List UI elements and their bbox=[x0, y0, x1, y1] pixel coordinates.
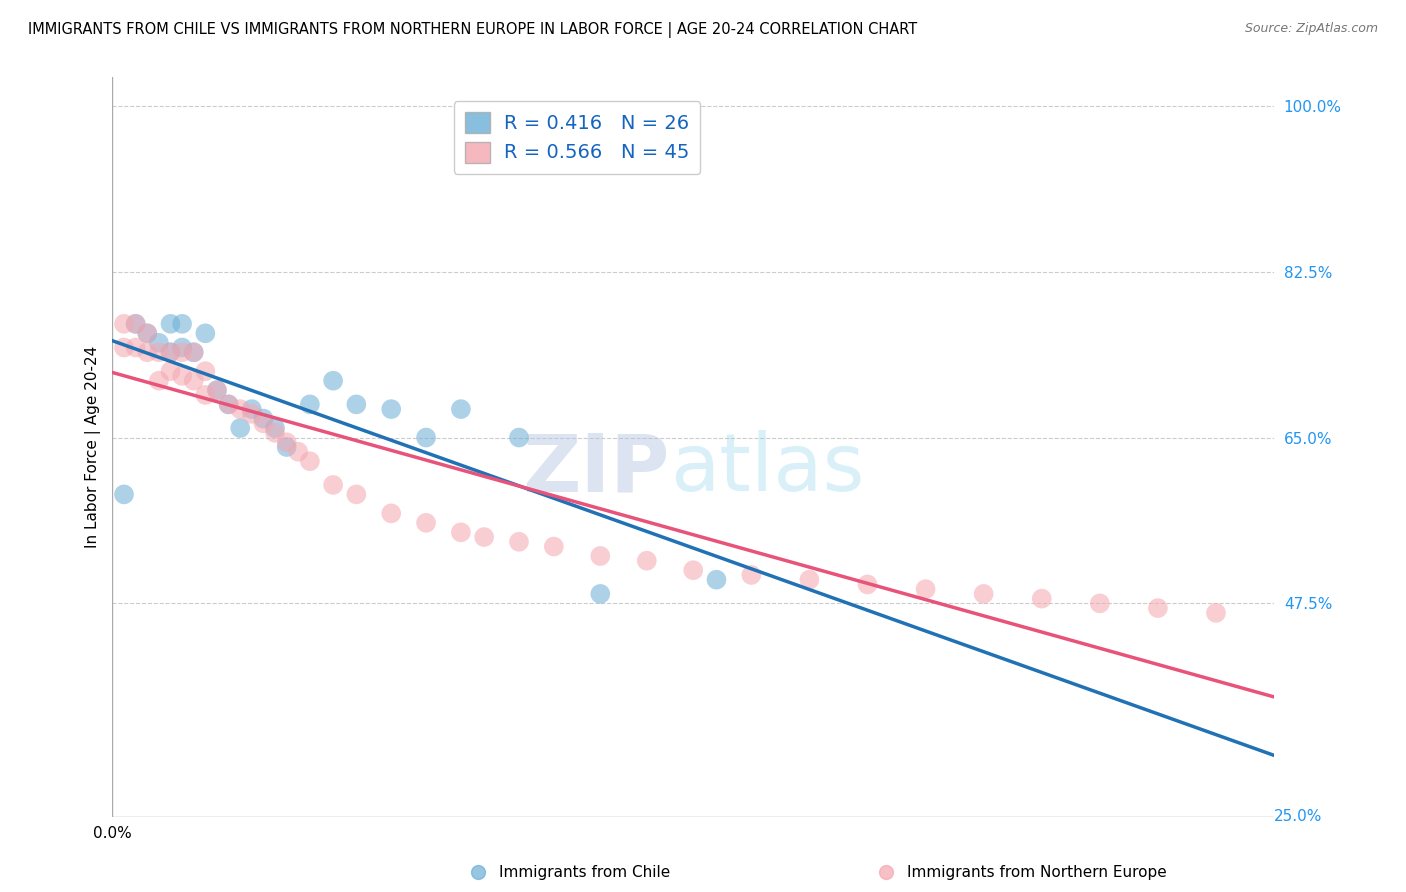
Point bbox=[183, 345, 205, 359]
Point bbox=[229, 421, 252, 435]
Point bbox=[194, 364, 217, 378]
Point bbox=[124, 317, 146, 331]
Point bbox=[508, 431, 530, 445]
Point bbox=[344, 397, 367, 411]
Point bbox=[159, 364, 181, 378]
Point bbox=[172, 317, 194, 331]
Point bbox=[508, 534, 530, 549]
Point bbox=[415, 516, 437, 530]
Point bbox=[112, 487, 135, 501]
Point bbox=[799, 573, 821, 587]
Point bbox=[136, 326, 159, 341]
Point bbox=[183, 345, 205, 359]
Point bbox=[1031, 591, 1053, 606]
Point bbox=[252, 417, 274, 431]
Point bbox=[450, 525, 472, 540]
Text: atlas: atlas bbox=[671, 430, 865, 508]
Point bbox=[380, 507, 402, 521]
Point bbox=[240, 402, 263, 417]
Point bbox=[380, 402, 402, 417]
Point bbox=[1147, 601, 1170, 615]
Point bbox=[1205, 606, 1227, 620]
Point bbox=[682, 563, 704, 577]
Legend: R = 0.416   N = 26, R = 0.566   N = 45: R = 0.416 N = 26, R = 0.566 N = 45 bbox=[454, 102, 700, 174]
Point bbox=[276, 435, 298, 450]
Text: Source: ZipAtlas.com: Source: ZipAtlas.com bbox=[1244, 22, 1378, 36]
Point bbox=[148, 335, 170, 350]
Point bbox=[264, 421, 287, 435]
Point bbox=[856, 577, 879, 591]
Point bbox=[450, 402, 472, 417]
Point bbox=[218, 397, 240, 411]
Point bbox=[112, 341, 135, 355]
Point bbox=[322, 478, 344, 492]
Text: ZIP: ZIP bbox=[523, 430, 671, 508]
Point bbox=[172, 341, 194, 355]
Point bbox=[973, 587, 995, 601]
Point bbox=[298, 454, 321, 468]
Point bbox=[194, 388, 217, 402]
Point bbox=[543, 540, 565, 554]
Point bbox=[240, 407, 263, 421]
Point bbox=[159, 345, 181, 359]
Point bbox=[264, 425, 287, 440]
Point bbox=[914, 582, 936, 596]
Point bbox=[205, 383, 228, 397]
Point bbox=[172, 368, 194, 383]
Point bbox=[322, 374, 344, 388]
Point bbox=[112, 317, 135, 331]
Point bbox=[344, 487, 367, 501]
Point bbox=[589, 587, 612, 601]
Point bbox=[124, 341, 146, 355]
Point bbox=[205, 383, 228, 397]
Point bbox=[415, 431, 437, 445]
Text: Immigrants from Chile: Immigrants from Chile bbox=[499, 865, 671, 880]
Point bbox=[636, 554, 658, 568]
Text: IMMIGRANTS FROM CHILE VS IMMIGRANTS FROM NORTHERN EUROPE IN LABOR FORCE | AGE 20: IMMIGRANTS FROM CHILE VS IMMIGRANTS FROM… bbox=[28, 22, 917, 38]
Point bbox=[124, 317, 146, 331]
Point bbox=[472, 530, 495, 544]
Point bbox=[159, 345, 181, 359]
Text: 25.0%: 25.0% bbox=[1274, 809, 1323, 824]
Point bbox=[148, 374, 170, 388]
Point bbox=[589, 549, 612, 563]
Point bbox=[276, 440, 298, 454]
Point bbox=[298, 397, 321, 411]
Point bbox=[136, 326, 159, 341]
Point bbox=[172, 345, 194, 359]
Point bbox=[252, 411, 274, 425]
Point bbox=[194, 326, 217, 341]
Point bbox=[740, 568, 762, 582]
Point bbox=[218, 397, 240, 411]
Point bbox=[183, 374, 205, 388]
Y-axis label: In Labor Force | Age 20-24: In Labor Force | Age 20-24 bbox=[86, 346, 101, 549]
Point bbox=[229, 402, 252, 417]
Text: Immigrants from Northern Europe: Immigrants from Northern Europe bbox=[907, 865, 1167, 880]
Point bbox=[148, 345, 170, 359]
Point bbox=[159, 317, 181, 331]
Point bbox=[706, 573, 728, 587]
Point bbox=[136, 345, 159, 359]
Point bbox=[1088, 596, 1111, 610]
Point bbox=[287, 444, 309, 458]
